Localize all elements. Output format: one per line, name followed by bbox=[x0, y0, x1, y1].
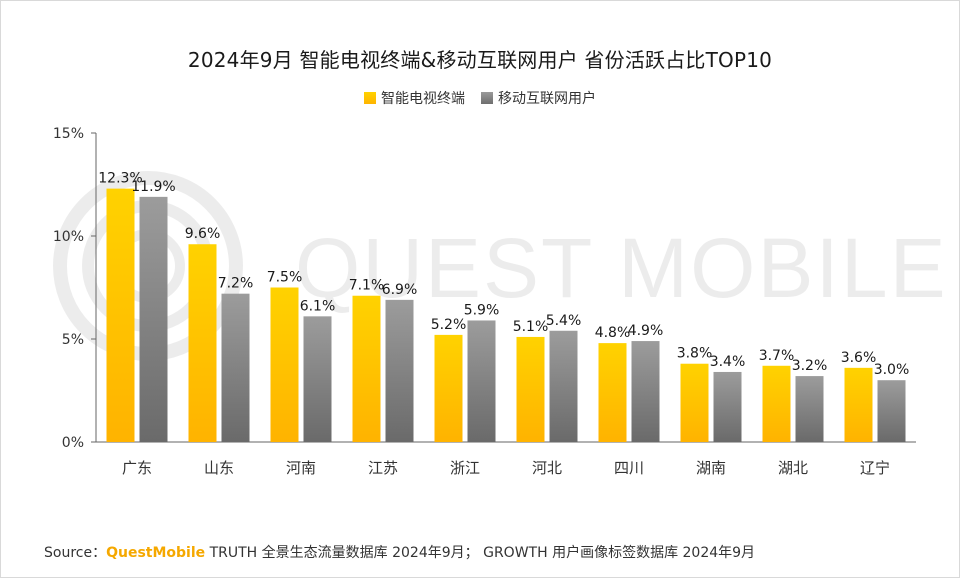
data-label-series-2: 3.4% bbox=[710, 354, 746, 370]
bar-series-2 bbox=[795, 376, 824, 442]
x-tick-label: 江苏 bbox=[368, 459, 398, 477]
legend-item-series-1: 智能电视终端 bbox=[364, 88, 465, 108]
source-note: Source：QuestMobile TRUTH 全景生态流量数据库 2024年… bbox=[44, 542, 755, 562]
x-tick-label: 湖北 bbox=[778, 459, 808, 477]
bar-series-2 bbox=[631, 341, 660, 442]
y-tick-label: 10% bbox=[53, 229, 84, 245]
data-label-series-2: 6.9% bbox=[382, 282, 418, 298]
y-tick-label: 15% bbox=[53, 126, 84, 142]
data-label-series-1: 7.1% bbox=[349, 278, 385, 294]
data-label-series-1: 3.7% bbox=[759, 348, 795, 364]
bar-series-2 bbox=[467, 320, 496, 442]
y-tick-label: 0% bbox=[62, 435, 84, 451]
data-label-series-1: 4.8% bbox=[595, 325, 631, 341]
bar-series-2 bbox=[221, 293, 250, 442]
data-label-series-2: 11.9% bbox=[131, 179, 175, 195]
data-label-series-2: 5.4% bbox=[546, 313, 582, 329]
x-tick-label: 浙江 bbox=[450, 459, 480, 477]
legend-label-series-1: 智能电视终端 bbox=[381, 91, 465, 107]
x-tick-label: 山东 bbox=[204, 459, 234, 477]
chart-title: 2024年9月 智能电视终端&移动互联网用户 省份活跃占比TOP10 bbox=[187, 48, 773, 72]
x-tick-label: 河南 bbox=[286, 459, 316, 477]
bar-series-1 bbox=[516, 336, 545, 442]
legend-label-series-2: 移动互联网用户 bbox=[498, 91, 596, 107]
legend-swatch-series-2 bbox=[481, 92, 493, 104]
data-label-series-1: 5.1% bbox=[513, 319, 549, 335]
data-label-series-2: 3.2% bbox=[792, 358, 828, 374]
bar-series-2 bbox=[877, 380, 906, 442]
data-label-series-2: 3.0% bbox=[874, 362, 910, 378]
watermark-text: QUEST MOBILE bbox=[295, 221, 948, 315]
bar-series-1 bbox=[844, 367, 873, 442]
x-tick-label: 四川 bbox=[614, 459, 644, 477]
bar-series-1 bbox=[270, 287, 299, 442]
source-prefix: Source： bbox=[44, 545, 107, 561]
source-text: TRUTH 全景生态流量数据库 2024年9月； GROWTH 用户画像标签数据… bbox=[205, 545, 756, 561]
data-label-series-1: 7.5% bbox=[267, 270, 303, 286]
legend-swatch-series-1 bbox=[364, 92, 376, 104]
bar-series-1 bbox=[762, 365, 791, 442]
data-label-series-1: 3.6% bbox=[841, 350, 877, 366]
data-label-series-2: 6.1% bbox=[300, 298, 336, 314]
data-label-series-2: 4.9% bbox=[628, 323, 664, 339]
y-tick-label: 5% bbox=[62, 332, 84, 348]
x-tick-label: 辽宁 bbox=[860, 459, 890, 477]
bar-series-2 bbox=[303, 316, 332, 442]
bar-series-2 bbox=[139, 196, 168, 442]
x-tick-label: 广东 bbox=[122, 459, 152, 477]
x-tick-label: 河北 bbox=[532, 459, 562, 477]
bar-series-1 bbox=[598, 343, 627, 442]
bar-series-1 bbox=[188, 244, 217, 442]
data-label-series-1: 3.8% bbox=[677, 346, 713, 362]
source-brand: QuestMobile bbox=[106, 545, 206, 561]
x-tick-label: 湖南 bbox=[696, 459, 726, 477]
bar-series-1 bbox=[106, 188, 135, 442]
data-label-series-1: 12.3% bbox=[98, 171, 142, 187]
bar-series-2 bbox=[385, 299, 414, 442]
bar-series-2 bbox=[713, 371, 742, 442]
bar-series-1 bbox=[352, 295, 381, 442]
chart-legend: 智能电视终端 移动互联网用户 bbox=[0, 88, 960, 108]
bar-series-1 bbox=[434, 334, 463, 442]
data-label-series-1: 9.6% bbox=[185, 226, 221, 242]
data-label-series-2: 7.2% bbox=[218, 276, 254, 292]
bar-series-1 bbox=[680, 363, 709, 442]
data-label-series-1: 5.2% bbox=[431, 317, 467, 333]
data-label-series-2: 5.9% bbox=[464, 302, 500, 318]
legend-item-series-2: 移动互联网用户 bbox=[481, 88, 596, 108]
bar-series-2 bbox=[549, 330, 578, 442]
